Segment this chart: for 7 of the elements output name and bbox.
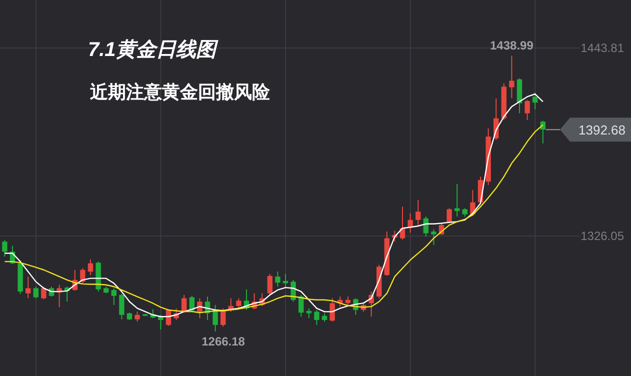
low-label: 1266.18 — [202, 334, 245, 348]
high-label: 1438.99 — [490, 38, 534, 53]
ytick: 1443.81 — [580, 41, 624, 56]
title: 7.1黄金日线图 — [88, 39, 216, 61]
ytick: 1326.05 — [580, 228, 624, 243]
ref-label: 1392.68 — [578, 122, 626, 138]
subtitle: 近期注意黄金回撤风险 — [90, 82, 270, 102]
